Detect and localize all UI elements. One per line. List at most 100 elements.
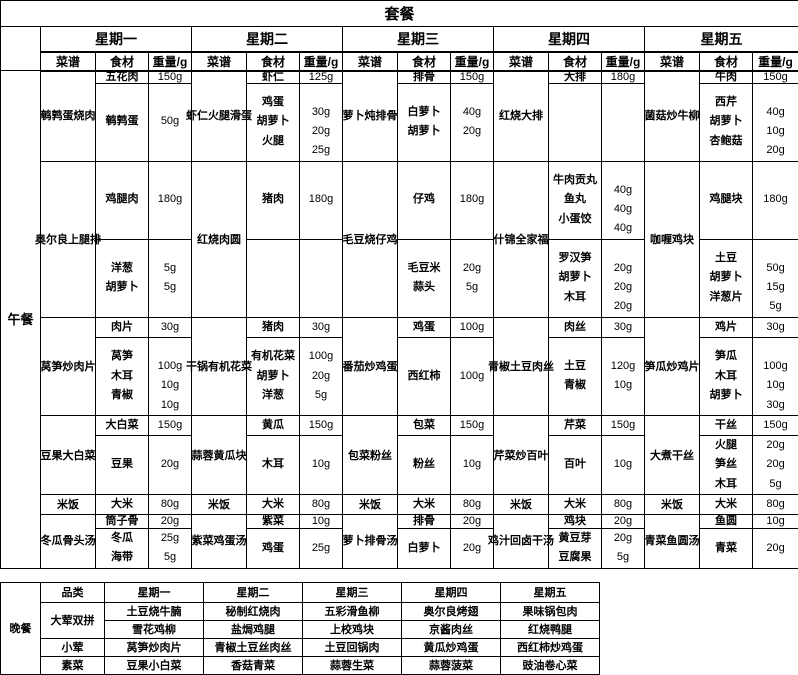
category-column-header: 品类: [41, 582, 105, 602]
weight-cell: 50g: [149, 83, 192, 161]
weight-cell: 150g: [149, 71, 192, 84]
rice-name-cell: 米饭: [645, 494, 700, 514]
weight-cell: 40g 20g: [451, 83, 494, 161]
weight-cell: 180g: [300, 161, 343, 239]
ingredient-cell: 五花肉: [96, 71, 149, 84]
ingredient-cell: 土豆 胡萝卜 洋葱片: [700, 239, 753, 317]
column-header-ingredient: 食材: [700, 52, 753, 71]
dish-name-cell: 菌菇炒牛柳: [645, 71, 700, 162]
dish-name-cell: 芹菜炒百叶: [494, 415, 549, 494]
day-header-wed: 星期三: [343, 27, 494, 52]
dish-name-cell: 番茄炒鸡蛋: [343, 317, 398, 415]
weight-cell: 20g: [149, 436, 192, 495]
ingredient-cell: 莴笋 木耳 青椒: [96, 337, 149, 415]
ingredient-cell: 洋葱 胡萝卜: [96, 239, 149, 317]
ingredient-cell: 白萝卜 胡萝卜: [398, 83, 451, 161]
rice-name-cell: 米饭: [41, 494, 96, 514]
ingredient-cell: 黄豆芽 豆腐果: [549, 529, 602, 569]
weight-cell: 80g: [602, 494, 645, 514]
weight-cell: 180g: [602, 71, 645, 84]
dish-name-cell: 干锅有机花菜: [192, 317, 247, 415]
weight-cell: 150g: [602, 415, 645, 435]
dish-name-cell: 莴笋炒肉片: [41, 317, 96, 415]
weight-cell: 125g: [300, 71, 343, 84]
weight-cell: 120g 10g: [602, 337, 645, 415]
dish-name-cell: 鹌鹑蛋烧肉: [41, 71, 96, 162]
category-label: 大荤双拼: [41, 602, 105, 638]
weight-cell: 20g: [753, 529, 798, 569]
day-header-tue: 星期二: [204, 582, 303, 602]
ingredient-cell: 鸡蛋: [398, 317, 451, 337]
column-header-recipe: 菜谱: [494, 52, 549, 71]
column-header-weight: 重量/g: [451, 52, 494, 71]
ingredient-cell: 肉丝: [549, 317, 602, 337]
dish-name-cell: 毛豆烧仔鸡: [343, 161, 398, 317]
soup-name-cell: 鸡汁回卤干汤: [494, 515, 549, 569]
ingredient-cell: [247, 239, 300, 317]
dinner-dish-cell: 蒜蓉菠菜: [402, 656, 501, 674]
dinner-dish-cell: 秘制红烧肉: [204, 602, 303, 620]
weight-cell: 100g 20g 5g: [300, 337, 343, 415]
column-header-weight: 重量/g: [602, 52, 645, 71]
dinner-dish-cell: 京酱肉丝: [402, 620, 501, 638]
ingredient-cell: 大米: [398, 494, 451, 514]
weight-cell: 30g: [149, 317, 192, 337]
ingredient-cell: 豆果: [96, 436, 149, 495]
ingredient-cell: 鸡蛋: [247, 529, 300, 569]
rice-name-cell: 米饭: [494, 494, 549, 514]
day-header-thu: 星期四: [402, 582, 501, 602]
ingredient-cell: 大米: [247, 494, 300, 514]
soup-name-cell: 紫菜鸡蛋汤: [192, 515, 247, 569]
ingredient-cell: 猪肉: [247, 161, 300, 239]
dish-name-cell: 豆果大白菜: [41, 415, 96, 494]
ingredient-cell: 大排: [549, 71, 602, 84]
weight-cell: 10g: [451, 436, 494, 495]
dinner-table: 晚餐 品类 星期一 星期二 星期三 星期四 星期五 大荤双拼 土豆烧牛腩 秘制红…: [0, 582, 600, 675]
ingredient-cell: 青菜: [700, 529, 753, 569]
ingredient-cell: 鸡块: [549, 515, 602, 529]
category-label: 素菜: [41, 656, 105, 674]
ingredient-cell: 土豆 青椒: [549, 337, 602, 415]
weight-cell: 10g: [300, 515, 343, 529]
column-header-recipe: 菜谱: [343, 52, 398, 71]
weight-cell: 150g: [300, 415, 343, 435]
column-header-recipe: 菜谱: [645, 52, 700, 71]
ingredient-cell: 有机花菜 胡萝卜 洋葱: [247, 337, 300, 415]
weight-cell: 25g: [300, 529, 343, 569]
ingredient-cell: 鸡片: [700, 317, 753, 337]
meal-label-dinner: 晚餐: [1, 582, 41, 674]
ingredient-cell: 火腿 笋丝 木耳: [700, 436, 753, 495]
day-header-tue: 星期二: [192, 27, 343, 52]
column-header-weight: 重量/g: [149, 52, 192, 71]
rice-name-cell: 米饭: [343, 494, 398, 514]
day-header-mon: 星期一: [105, 582, 204, 602]
weight-cell: 40g 10g 20g: [753, 83, 798, 161]
weight-cell: 20g 5g: [451, 239, 494, 317]
ingredient-cell: 排骨: [398, 71, 451, 84]
ingredient-cell: 罗汉笋 胡萝卜 木耳: [549, 239, 602, 317]
ingredient-cell: 鸡腿块: [700, 161, 753, 239]
category-label: 小荤: [41, 638, 105, 656]
ingredient-cell: 包菜: [398, 415, 451, 435]
weight-cell: 150g: [451, 415, 494, 435]
dish-name-cell: 红烧大排: [494, 71, 549, 162]
ingredient-cell: 粉丝: [398, 436, 451, 495]
weight-cell: 20g 5g: [602, 529, 645, 569]
ingredient-cell: [549, 83, 602, 161]
ingredient-cell: 毛豆米 蒜头: [398, 239, 451, 317]
weight-cell: 180g: [753, 161, 798, 239]
ingredient-cell: 筒子骨: [96, 515, 149, 529]
weight-cell: 100g: [451, 317, 494, 337]
weight-cell: 80g: [451, 494, 494, 514]
ingredient-cell: 大米: [549, 494, 602, 514]
weight-cell: 30g: [753, 317, 798, 337]
weight-cell: 100g 10g 30g: [753, 337, 798, 415]
weight-cell: 30g: [300, 317, 343, 337]
dinner-dish-cell: 莴笋炒肉片: [105, 638, 204, 656]
ingredient-cell: 大米: [96, 494, 149, 514]
column-header-ingredient: 食材: [549, 52, 602, 71]
ingredient-cell: 仔鸡: [398, 161, 451, 239]
dinner-dish-cell: 五彩滑鱼柳: [303, 602, 402, 620]
ingredient-cell: 鹌鹑蛋: [96, 83, 149, 161]
soup-name-cell: 冬瓜骨头汤: [41, 515, 96, 569]
